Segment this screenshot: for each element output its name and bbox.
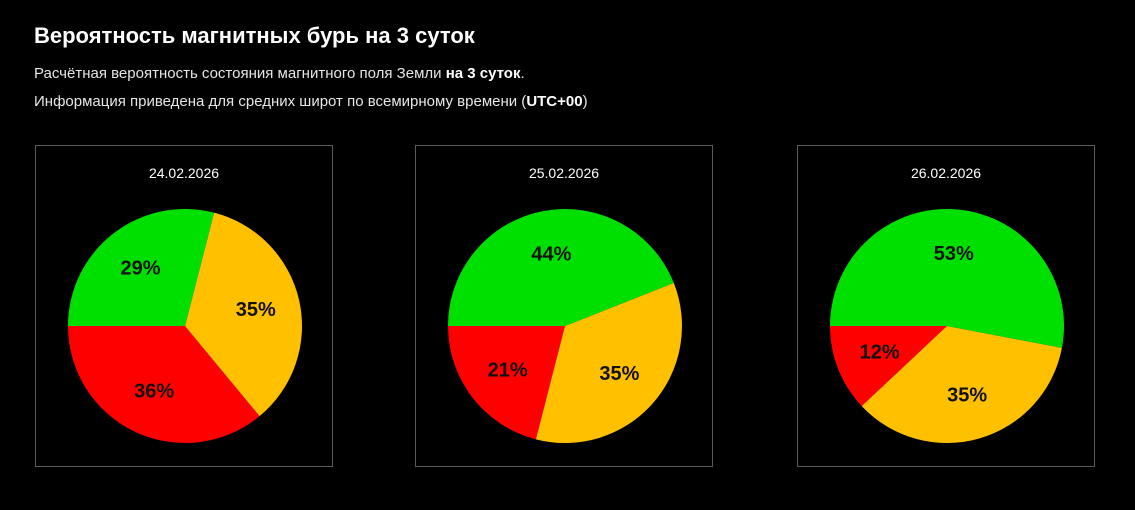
page-title: Вероятность магнитных бурь на 3 суток — [34, 23, 475, 48]
slice-label: 29% — [120, 258, 160, 280]
slice-label: 21% — [488, 360, 528, 382]
pie-slice — [830, 209, 1064, 348]
description-line-1-end: . — [520, 65, 525, 82]
pie-slice — [535, 282, 682, 443]
slice-label: 53% — [934, 243, 974, 265]
description-line-1: Расчётная вероятность состояния магнитно… — [34, 65, 525, 83]
description-line-1-bold: на 3 суток — [445, 65, 521, 82]
pie-chart: 36% 35% 29% — [68, 209, 302, 444]
pie-slice — [68, 326, 260, 444]
pie-slice — [185, 212, 302, 417]
pie-slice — [448, 209, 674, 326]
slice-label: 35% — [599, 363, 639, 385]
slice-label: 35% — [947, 385, 987, 407]
description-line-2-end: ) — [582, 93, 588, 110]
pie-chart: 21% 35% 44% — [448, 209, 682, 443]
description-line-2: Информация приведена для средних широт п… — [34, 93, 588, 111]
pie-slice — [68, 209, 215, 326]
pie-chart: 12% 35% 53% — [830, 209, 1064, 444]
chart-panel-day-1: 24.02.2026 36% 35% 29% — [35, 145, 333, 467]
chart-date: 26.02.2026 — [910, 165, 982, 181]
pie-slice — [861, 326, 1062, 444]
description-line-1-text: Расчётная вероятность состояния магнитно… — [34, 65, 446, 82]
chart-panel-day-3: 26.02.2026 12% 35% 53% — [797, 145, 1095, 467]
chart-panel-day-2: 25.02.2026 21% 35% 44% — [415, 145, 713, 467]
description-line-2-bold: UTC+00 — [526, 93, 583, 110]
chart-date: 24.02.2026 — [148, 165, 220, 181]
chart-date: 25.02.2026 — [528, 165, 600, 181]
pie-slice — [448, 326, 565, 440]
slice-label: 36% — [134, 381, 174, 403]
slice-label: 35% — [236, 299, 276, 321]
slice-label: 44% — [531, 244, 571, 266]
slice-label: 12% — [860, 342, 900, 364]
description-line-2-text: Информация приведена для средних широт п… — [34, 93, 527, 110]
pie-slice — [830, 326, 947, 407]
